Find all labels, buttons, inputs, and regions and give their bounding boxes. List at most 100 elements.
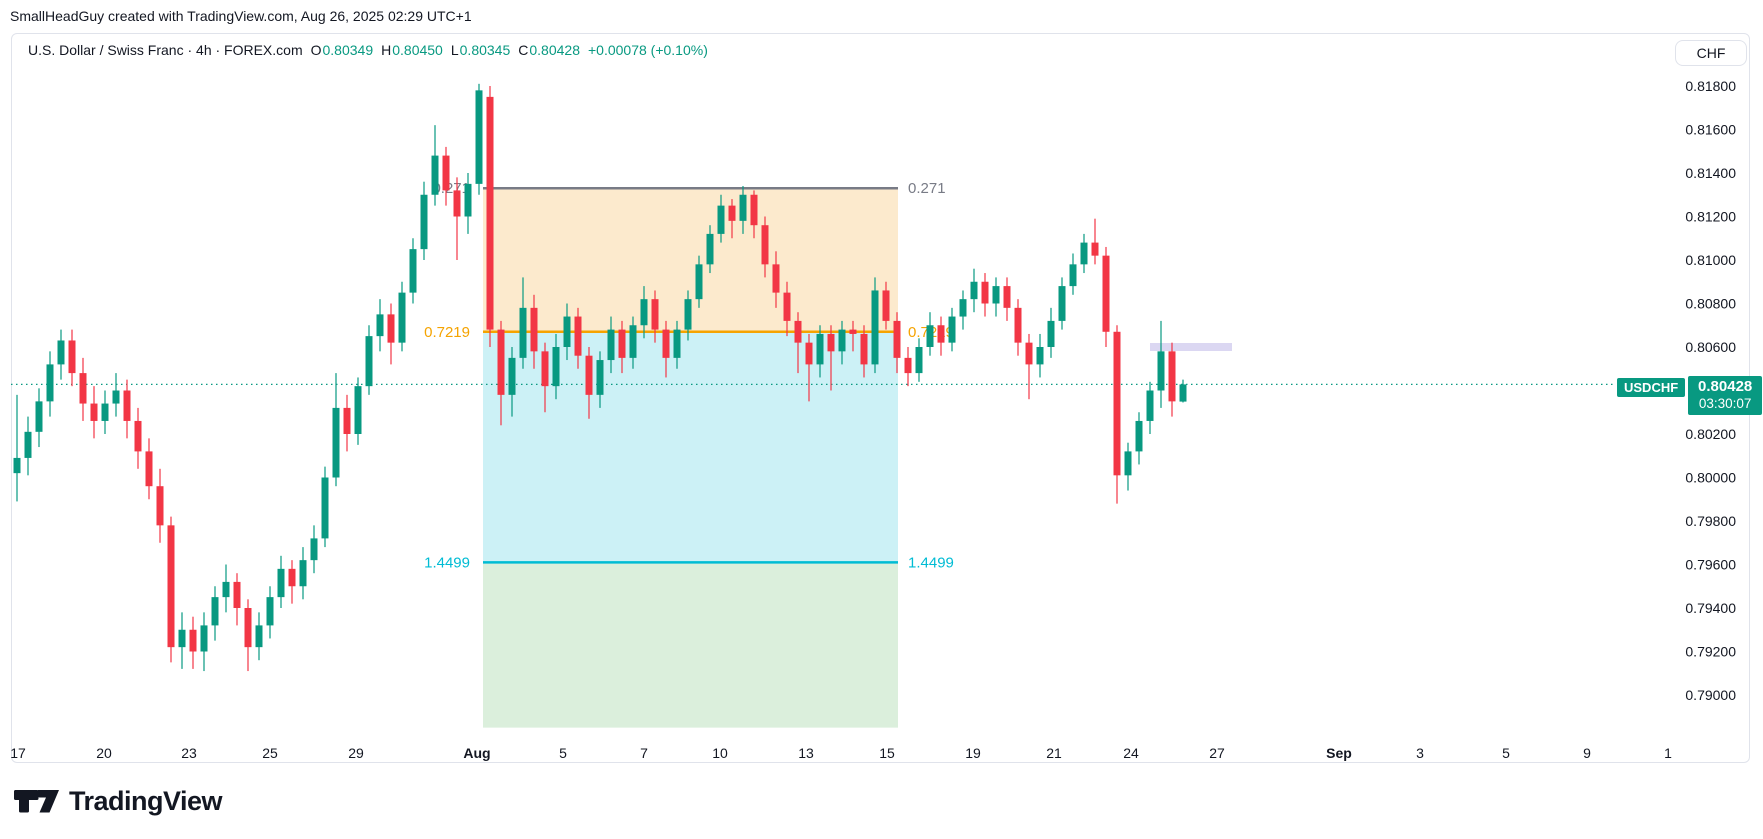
- candle-body: [1003, 286, 1011, 308]
- candle-body: [695, 264, 703, 300]
- candle-body: [1113, 331, 1121, 476]
- candle-body: [167, 525, 175, 648]
- candle-body: [1069, 264, 1077, 287]
- candle-body: [607, 329, 615, 361]
- candle-body: [409, 249, 417, 293]
- time-axis-label[interactable]: 5: [559, 745, 567, 761]
- price-axis-label[interactable]: 0.81200: [1685, 209, 1736, 225]
- price-axis-label[interactable]: 0.79600: [1685, 557, 1736, 573]
- fib-zone-fill-1: [483, 331, 898, 563]
- tradingview-brand-text: TradingView: [69, 786, 223, 816]
- candle-body: [717, 205, 725, 234]
- time-axis-label[interactable]: Aug: [463, 745, 490, 761]
- candle-body: [123, 390, 131, 421]
- candle-body: [739, 194, 747, 221]
- price-axis-label[interactable]: 0.81600: [1685, 122, 1736, 138]
- candle-body: [893, 320, 901, 358]
- time-axis-label[interactable]: 13: [798, 745, 814, 761]
- time-axis-label[interactable]: 7: [640, 745, 648, 761]
- time-axis-label[interactable]: 1: [1664, 745, 1672, 761]
- candle-body: [244, 608, 252, 648]
- time-axis-label[interactable]: 20: [96, 745, 112, 761]
- candle-body: [618, 329, 626, 358]
- time-axis-label[interactable]: 17: [10, 745, 26, 761]
- price-axis-label[interactable]: 0.80000: [1685, 470, 1736, 486]
- candle-body: [585, 355, 593, 395]
- time-axis-label[interactable]: 23: [181, 745, 197, 761]
- candle-body: [552, 347, 560, 387]
- candle-body: [882, 290, 890, 321]
- candle-body: [145, 451, 153, 487]
- candle-body: [398, 292, 406, 343]
- purple-level-line[interactable]: [1150, 343, 1232, 351]
- ohlc-close: C 0.80428: [518, 42, 580, 58]
- time-axis-label[interactable]: 5: [1502, 745, 1510, 761]
- time-axis-label[interactable]: 24: [1123, 745, 1139, 761]
- candle-body: [35, 401, 43, 432]
- fib-zone-fill-2: [483, 562, 898, 728]
- price-axis-label[interactable]: 0.79400: [1685, 600, 1736, 616]
- candle-body: [486, 96, 494, 330]
- candle-body: [684, 299, 692, 330]
- candle-body: [1080, 242, 1088, 265]
- candle-body: [948, 316, 956, 343]
- candle-body: [1135, 420, 1143, 452]
- price-axis-label[interactable]: 0.81800: [1685, 78, 1736, 94]
- candle-body: [90, 403, 98, 421]
- time-axis-label[interactable]: Sep: [1326, 745, 1352, 761]
- candle-body: [57, 340, 65, 365]
- candle-body: [453, 190, 461, 217]
- candle-body: [475, 90, 483, 184]
- time-axis-label[interactable]: 29: [348, 745, 364, 761]
- time-axis-label[interactable]: 10: [712, 745, 728, 761]
- candle-body: [706, 233, 714, 265]
- candle-body: [970, 281, 978, 300]
- candle-body: [200, 625, 208, 652]
- candle-body: [673, 329, 681, 358]
- fib-label-left-0.271: 0.271: [432, 180, 470, 197]
- candle-body: [959, 299, 967, 317]
- time-axis-label[interactable]: 19: [965, 745, 981, 761]
- symbol-title: U.S. Dollar / Swiss Franc · 4h · FOREX.c…: [28, 42, 303, 58]
- candle-body: [860, 333, 868, 365]
- time-axis-label[interactable]: 3: [1416, 745, 1424, 761]
- price-axis-label[interactable]: 0.79800: [1685, 513, 1736, 529]
- candle-body: [1168, 351, 1176, 402]
- candle-body: [255, 625, 263, 648]
- candle-body: [68, 340, 76, 374]
- time-axis-label[interactable]: 15: [879, 745, 895, 761]
- ohlc-high: H 0.80450: [381, 42, 443, 58]
- candle-body: [420, 194, 428, 250]
- candle-body: [365, 336, 373, 387]
- candle-body: [1124, 451, 1132, 476]
- price-axis-label[interactable]: 0.79000: [1685, 687, 1736, 703]
- candle-body: [1058, 286, 1066, 321]
- candle-body: [937, 325, 945, 343]
- price-axis-label[interactable]: 0.81400: [1685, 165, 1736, 181]
- price-axis-label[interactable]: 0.81000: [1685, 252, 1736, 268]
- candle-body: [1036, 347, 1044, 365]
- candle-body: [332, 407, 340, 478]
- candle-body: [761, 225, 769, 265]
- price-axis-label[interactable]: 0.79200: [1685, 644, 1736, 660]
- badge-price-box: 0.80428 03:30:07: [1688, 376, 1763, 415]
- candle-body: [1157, 351, 1165, 391]
- currency-button[interactable]: CHF: [1675, 40, 1747, 66]
- candle-body: [156, 486, 164, 526]
- candle-body: [783, 292, 791, 321]
- candle-body: [530, 307, 538, 352]
- candle-body: [387, 314, 395, 343]
- price-axis-label[interactable]: 0.80600: [1685, 339, 1736, 355]
- time-axis-label[interactable]: 9: [1583, 745, 1591, 761]
- price-axis-label[interactable]: 0.80800: [1685, 296, 1736, 312]
- time-axis-label[interactable]: 27: [1209, 745, 1225, 761]
- fib-label-left-1.4499: 1.4499: [424, 554, 470, 571]
- time-axis-label[interactable]: 21: [1046, 745, 1062, 761]
- price-axis-label[interactable]: 0.80200: [1685, 426, 1736, 442]
- candle-body: [1014, 307, 1022, 343]
- candle-body: [1179, 384, 1187, 402]
- fib-label-left-0.7219: 0.7219: [424, 324, 470, 341]
- time-axis-label[interactable]: 25: [262, 745, 278, 761]
- attribution-text: SmallHeadGuy created with TradingView.co…: [10, 8, 472, 24]
